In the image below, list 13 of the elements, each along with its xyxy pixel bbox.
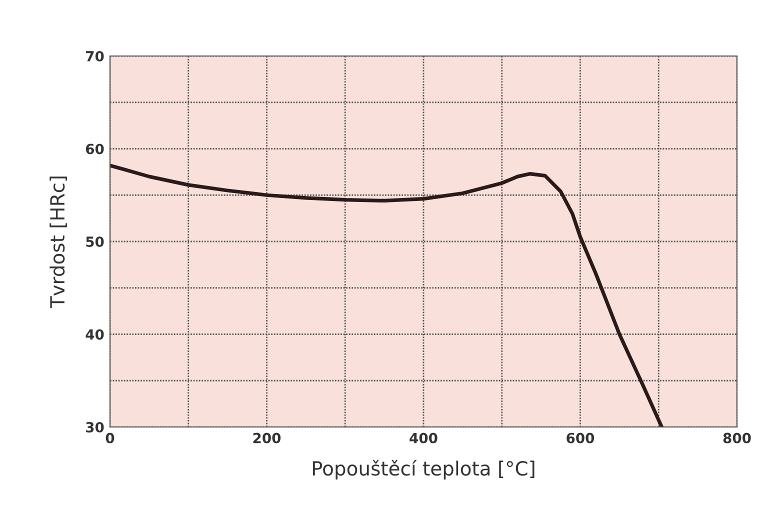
x-tick-label: 200 — [253, 432, 281, 444]
y-tick-label: 30 — [86, 422, 104, 432]
y-tick-label: 60 — [86, 144, 104, 154]
x-tick-label: 400 — [410, 432, 438, 444]
line-series — [110, 164, 664, 427]
x-axis-title: Popouštěcí teplota [°C] — [312, 460, 534, 480]
y-tick-label: 50 — [86, 236, 104, 247]
x-tick-label: 600 — [566, 432, 594, 444]
x-tick-label: 800 — [723, 432, 751, 444]
x-tick-label: 0 — [106, 432, 114, 444]
y-tick-label: 70 — [86, 50, 104, 62]
y-axis-title: Tvrdost [HRc] — [50, 176, 67, 308]
y-tick-label: 40 — [86, 329, 104, 340]
